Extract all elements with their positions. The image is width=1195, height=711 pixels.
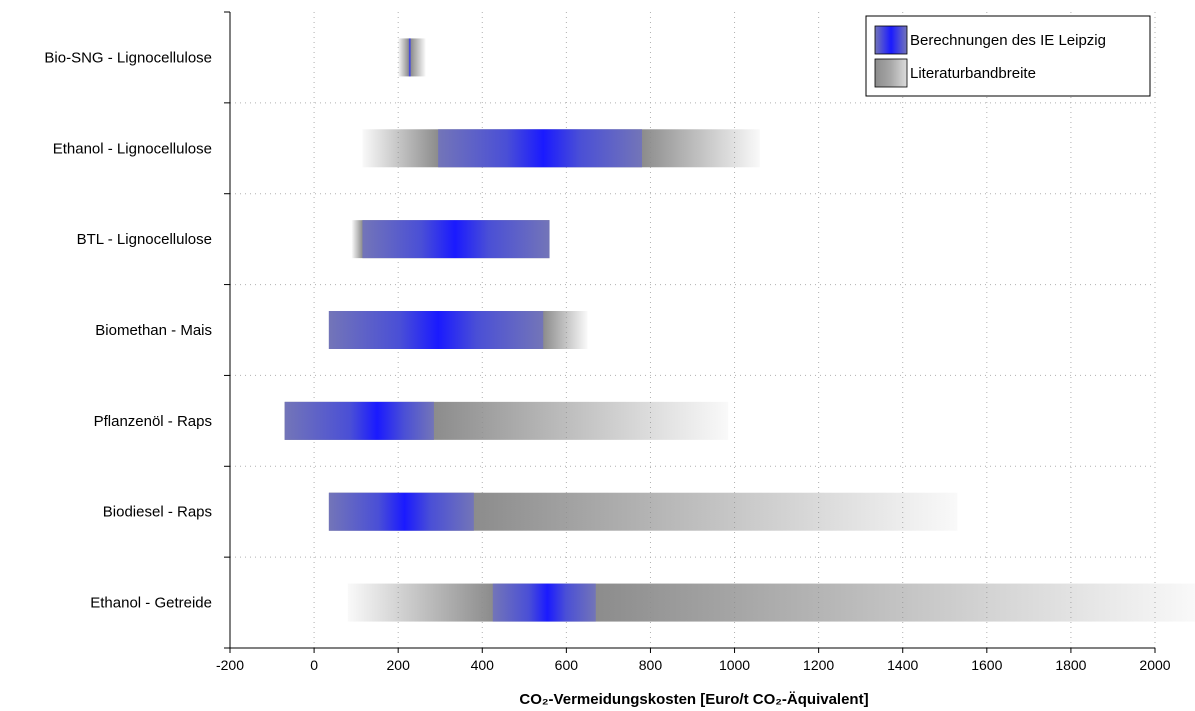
category-label: BTL - Lignocellulose xyxy=(77,231,212,248)
x-tick-label: 1000 xyxy=(719,657,750,673)
legend-box xyxy=(865,15,1151,97)
bar-layer xyxy=(284,38,1195,622)
legend: Berechnungen des IE Leipzig Literaturband… xyxy=(865,15,1151,97)
legend-swatch xyxy=(874,25,908,55)
legend-swatch xyxy=(874,58,908,88)
category-label: Bio-SNG - Lignocellulose xyxy=(44,49,212,66)
bar-ie-leipzig xyxy=(438,129,643,168)
x-tick-label: 2000 xyxy=(1139,657,1170,673)
bar-ie-leipzig xyxy=(284,401,434,440)
bar-ie-leipzig xyxy=(328,311,544,349)
category-label: Ethanol - Getreide xyxy=(90,595,212,612)
grid-layer xyxy=(230,12,1156,648)
category-label: Pflanzenöl - Raps xyxy=(94,413,212,430)
category-label: Biomethan - Mais xyxy=(95,322,212,339)
bar-ie-leipzig xyxy=(362,220,550,259)
axis-layer: Bio-SNG - Lignocellulose Ethanol - Lignoc… xyxy=(44,11,1171,673)
category-label: Biodiesel - Raps xyxy=(103,504,212,521)
category-label: Ethanol - Lignocellulose xyxy=(53,140,212,157)
x-tick-label: -200 xyxy=(216,657,244,673)
bar-literature xyxy=(347,583,1195,622)
legend-label: Berechnungen des IE Leipzig xyxy=(910,32,1106,49)
x-tick-label: 800 xyxy=(639,657,663,673)
bar-ie-leipzig xyxy=(328,492,474,531)
legend-label: Literaturbandbreite xyxy=(910,65,1036,82)
x-tick-label: 400 xyxy=(471,657,495,673)
x-tick-label: 1400 xyxy=(887,657,918,673)
x-tick-label: 0 xyxy=(310,657,318,673)
bar-ie-leipzig xyxy=(408,38,411,77)
bar-ie-leipzig xyxy=(492,583,596,622)
x-tick-label: 1200 xyxy=(803,657,834,673)
x-tick-label: 200 xyxy=(387,657,411,673)
x-tick-label: 600 xyxy=(555,657,579,673)
x-tick-label: 1800 xyxy=(1055,657,1086,673)
x-tick-label: 1600 xyxy=(971,657,1002,673)
x-axis-label: CO₂-Vermeidungskosten [Euro/t CO₂-Äquiva… xyxy=(519,691,868,708)
bar-literature xyxy=(398,38,426,77)
